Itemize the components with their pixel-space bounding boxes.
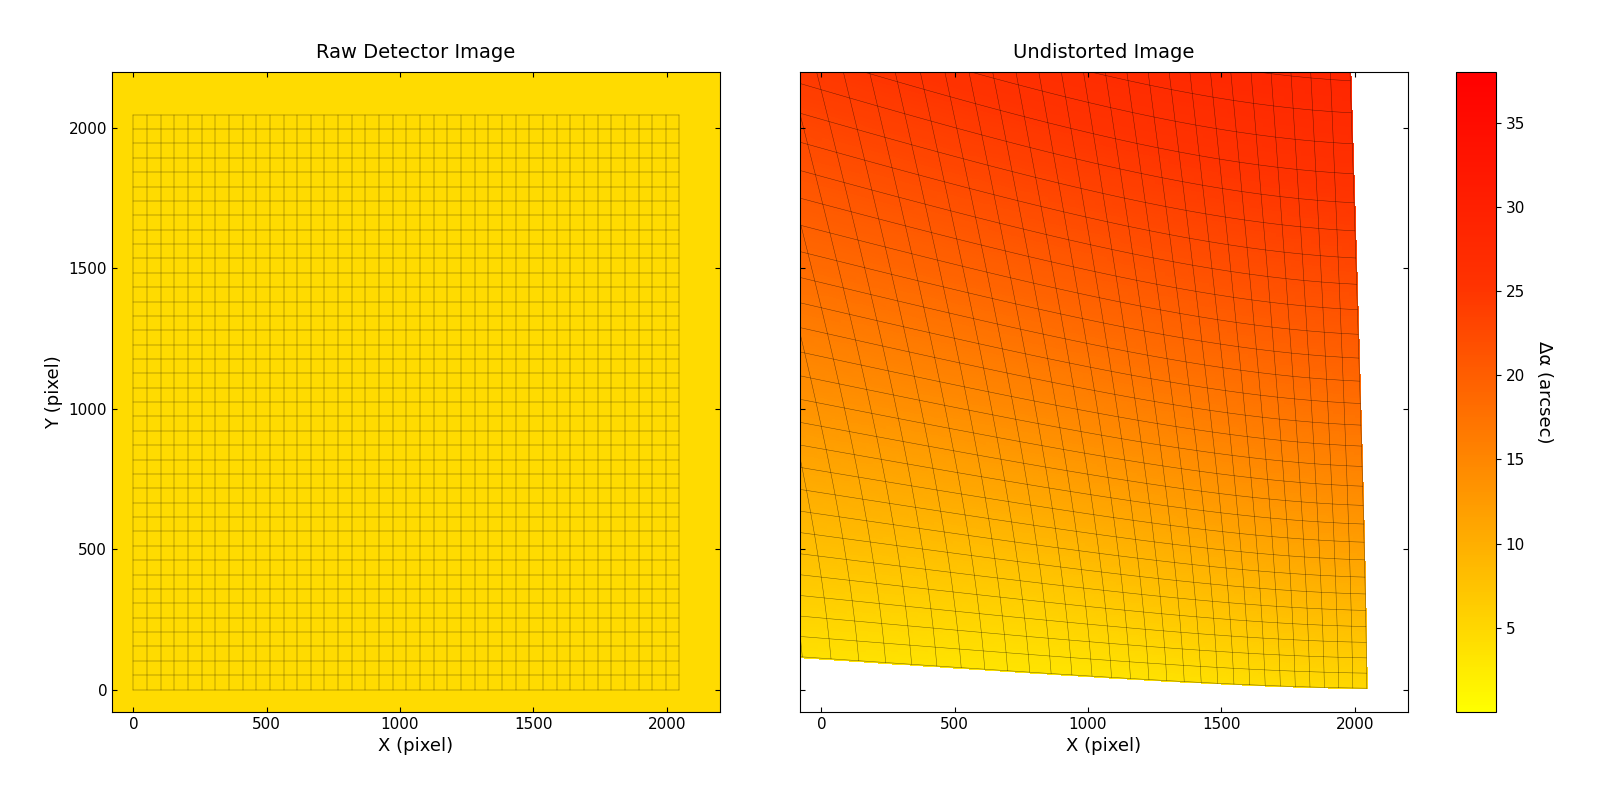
X-axis label: X (pixel): X (pixel) bbox=[1067, 738, 1141, 755]
Title: Undistorted Image: Undistorted Image bbox=[1013, 43, 1195, 62]
Y-axis label: Δα (arcsec): Δα (arcsec) bbox=[1534, 341, 1554, 443]
Title: Raw Detector Image: Raw Detector Image bbox=[317, 43, 515, 62]
X-axis label: X (pixel): X (pixel) bbox=[379, 738, 453, 755]
Y-axis label: Y (pixel): Y (pixel) bbox=[45, 355, 62, 429]
